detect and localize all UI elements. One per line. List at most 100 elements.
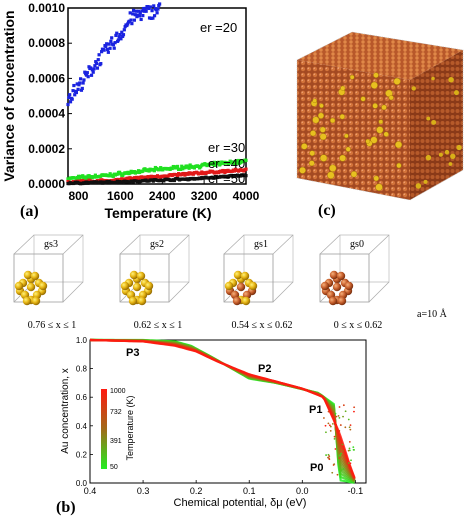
data-point-20 <box>105 47 110 52</box>
data-point-30 <box>234 159 239 163</box>
cu-atom <box>320 281 330 291</box>
gold-atom <box>373 175 380 182</box>
scatter-dot <box>348 447 351 450</box>
x-tick-label: 3200 <box>191 189 218 203</box>
data-point-20 <box>95 66 100 70</box>
gold-atom <box>376 126 384 134</box>
scatter-dot <box>345 465 348 467</box>
data-point-20 <box>138 11 142 15</box>
gold-atom <box>423 179 428 184</box>
scatter-dot <box>349 424 352 427</box>
scatter-dot <box>338 457 341 460</box>
au-atom <box>38 281 48 291</box>
gold-atom <box>319 103 324 109</box>
x-tick-label: 0.1 <box>243 486 256 496</box>
data-point-30 <box>76 174 81 178</box>
scatter-dot <box>339 424 342 426</box>
cluster-name: gs3 <box>44 239 58 250</box>
au-atom <box>241 296 251 306</box>
x-tick-label: 2400 <box>149 189 176 203</box>
data-point-20 <box>131 12 135 16</box>
data-point-30 <box>111 174 115 178</box>
data-point-20 <box>133 13 137 17</box>
panel-a-xlabel: Temperature (K) <box>104 205 211 221</box>
data-point-20 <box>139 17 143 22</box>
data-point-40 <box>223 170 227 175</box>
data-point-20 <box>109 39 113 43</box>
scatter-dot <box>342 415 344 418</box>
cell-edge <box>272 234 294 255</box>
data-point-20 <box>71 89 75 93</box>
data-point-20 <box>89 73 94 77</box>
data-point-20 <box>86 75 90 79</box>
gold-atom <box>431 76 435 81</box>
data-point-20 <box>137 14 142 18</box>
x-tick-label: 0.0 <box>296 486 309 496</box>
x-tick-label: -0.1 <box>348 486 364 496</box>
y-tick-label: 0.0 <box>76 479 88 488</box>
scatter-dot <box>335 415 338 418</box>
scatter-dot <box>337 414 340 417</box>
data-point-30 <box>239 160 243 165</box>
data-point-20 <box>85 71 89 75</box>
data-point-20 <box>120 30 124 34</box>
cube-top-face <box>297 32 463 80</box>
gold-atom <box>329 164 337 172</box>
gold-atom <box>327 171 335 179</box>
scatter-dot <box>353 410 355 413</box>
data-point-30 <box>179 167 183 172</box>
series-label-er20: er =20 <box>200 20 237 35</box>
gold-atom <box>301 143 308 150</box>
data-point-20 <box>102 48 106 52</box>
gold-atom <box>395 141 403 149</box>
gold-atom <box>448 76 454 83</box>
data-point-20 <box>77 83 81 87</box>
scatter-dot <box>338 406 341 408</box>
cube-gold-atoms <box>299 72 462 191</box>
data-point-20 <box>82 78 86 82</box>
data-point-30 <box>180 164 184 168</box>
cu-atom <box>236 282 246 292</box>
gold-atom <box>381 104 387 111</box>
y-tick-label: 0.0000 <box>28 177 65 191</box>
data-point-30 <box>210 161 214 165</box>
scale-label: a=10 Å <box>417 308 448 320</box>
cluster-gs2: gs2 0.62 ≤ x ≤ 1 <box>119 234 190 331</box>
gold-atom <box>453 90 459 96</box>
data-point-20 <box>152 14 157 18</box>
scatter-dot <box>327 422 330 425</box>
data-point-20 <box>87 65 91 69</box>
cell-edge <box>368 281 390 303</box>
data-point-20 <box>112 46 116 50</box>
data-point-30 <box>217 160 221 164</box>
cu-atom <box>329 270 339 280</box>
scatter-dot <box>347 449 350 452</box>
y-tick-label: 0.4 <box>76 422 88 431</box>
data-point-20 <box>154 8 158 12</box>
scatter-dot <box>324 424 327 427</box>
cluster-name: gs2 <box>150 239 164 250</box>
y-tick-label: 0.0010 <box>28 1 65 15</box>
scatter-dot <box>342 404 345 407</box>
au-atom <box>233 270 243 280</box>
data-point-20 <box>68 100 73 104</box>
data-point-30 <box>187 166 191 170</box>
scatter-dot <box>348 440 351 443</box>
data-point-20 <box>151 16 155 20</box>
panel-a-y-ticks: 0.0000 0.0002 0.0004 0.0006 0.0008 0.0010 <box>28 1 72 191</box>
panel-a-ylabel: Variance of concentration <box>1 10 17 181</box>
au-atom <box>14 281 24 291</box>
data-point-20 <box>148 5 152 9</box>
data-point-30 <box>77 176 82 181</box>
scatter-dot <box>348 426 351 429</box>
data-point-30 <box>231 160 235 164</box>
data-point-20 <box>111 43 115 47</box>
data-point-20 <box>126 22 130 26</box>
data-point-20 <box>91 70 95 74</box>
cell-edge <box>319 234 341 255</box>
x-tick-label: 800 <box>68 189 88 203</box>
panel-b-ylabel: Au concentration, x <box>60 368 71 454</box>
data-point-20 <box>67 95 71 100</box>
gold-atom <box>438 152 443 157</box>
scatter-dot <box>338 416 341 419</box>
